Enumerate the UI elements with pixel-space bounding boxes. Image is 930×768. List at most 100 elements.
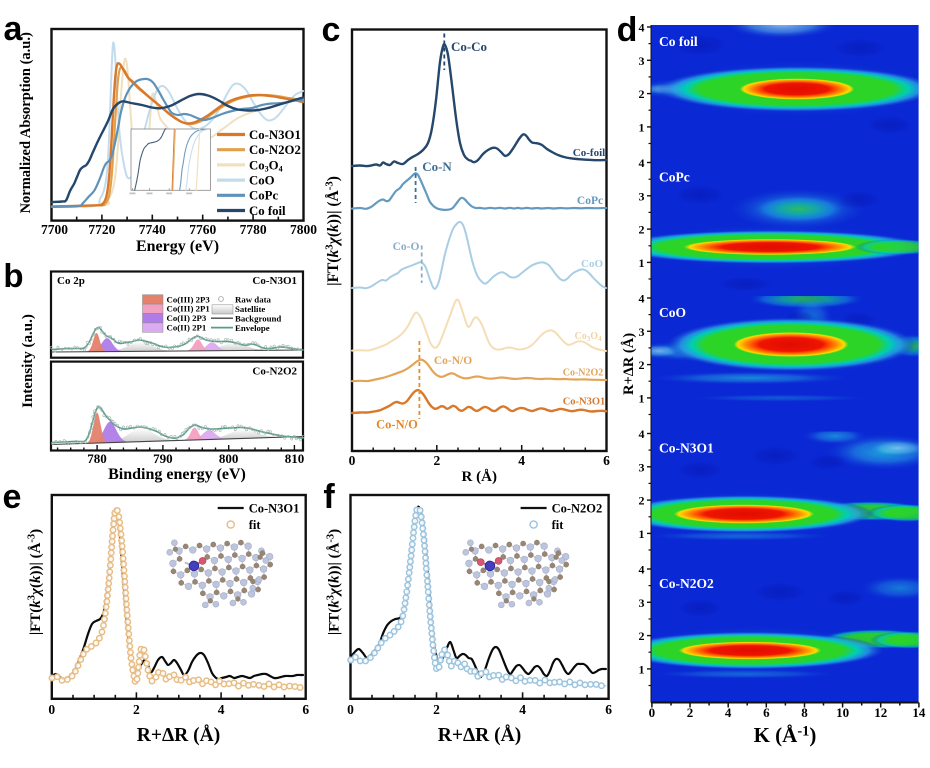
svg-text:Satellite: Satellite <box>235 304 265 314</box>
svg-text:Envelope: Envelope <box>235 323 270 333</box>
svg-text:b: b <box>3 257 23 294</box>
svg-text:|FT(k3χ(k))| (Å-3): |FT(k3χ(k))| (Å-3) <box>27 529 44 635</box>
svg-text:Background: Background <box>235 313 281 323</box>
svg-text:4: 4 <box>639 563 645 577</box>
svg-text:2: 2 <box>639 358 645 372</box>
svg-text:Co 2p: Co 2p <box>57 275 85 287</box>
svg-text:4: 4 <box>639 156 645 170</box>
svg-text:Co-N2O2: Co-N2O2 <box>659 576 714 591</box>
svg-text:Normalized Absorption (a.u.): Normalized Absorption (a.u.) <box>18 32 34 213</box>
svg-text:14: 14 <box>912 705 926 720</box>
svg-text:2: 2 <box>133 702 140 717</box>
svg-text:4: 4 <box>519 702 526 717</box>
svg-text:fit: fit <box>552 518 565 532</box>
svg-text:0: 0 <box>649 705 656 720</box>
svg-text:2: 2 <box>433 453 440 468</box>
svg-text:CoPc: CoPc <box>577 195 603 207</box>
svg-text:Co(III) 2P1: Co(III) 2P1 <box>167 304 210 314</box>
svg-text:2: 2 <box>639 87 645 101</box>
svg-text:d: d <box>617 11 638 49</box>
svg-text:CoPc: CoPc <box>659 170 690 185</box>
svg-text:Co-N3O1: Co-N3O1 <box>249 502 300 516</box>
svg-text:2: 2 <box>433 702 440 717</box>
svg-text:4: 4 <box>639 427 645 441</box>
svg-text:2: 2 <box>639 629 645 643</box>
svg-text:Co foil: Co foil <box>659 34 698 49</box>
svg-text:Co-N3O1: Co-N3O1 <box>252 275 297 287</box>
svg-text:2: 2 <box>639 223 645 237</box>
svg-text:Co-N3O1: Co-N3O1 <box>563 397 606 408</box>
svg-text:7740: 7740 <box>139 222 166 237</box>
svg-text:0: 0 <box>347 702 354 717</box>
svg-text:4: 4 <box>639 21 645 35</box>
svg-text:Co-foil: Co-foil <box>573 147 605 159</box>
svg-text:3: 3 <box>639 460 645 474</box>
svg-text:R+ΔR (Å): R+ΔR (Å) <box>137 725 220 746</box>
svg-text:0: 0 <box>48 702 55 717</box>
svg-text:6: 6 <box>603 453 610 468</box>
svg-text:fit: fit <box>249 518 262 532</box>
svg-text:7780: 7780 <box>240 222 267 237</box>
svg-text:Co-N/O: Co-N/O <box>376 418 418 432</box>
svg-text:7760: 7760 <box>189 222 216 237</box>
svg-text:CoPc: CoPc <box>249 189 278 203</box>
svg-text:Binding energy (eV): Binding energy (eV) <box>108 466 246 483</box>
svg-text:R+ΔR (Å): R+ΔR (Å) <box>438 725 521 746</box>
svg-text:Co-N2O2: Co-N2O2 <box>552 502 603 516</box>
svg-text:Co-N2O2: Co-N2O2 <box>252 366 297 378</box>
svg-text:1: 1 <box>639 391 645 405</box>
svg-text:2: 2 <box>687 705 694 720</box>
svg-text:7720: 7720 <box>88 222 115 237</box>
svg-text:Co-N2O2: Co-N2O2 <box>249 143 301 157</box>
svg-text:Co-Co: Co-Co <box>451 39 487 54</box>
svg-text:Intensity (a.u.): Intensity (a.u.) <box>20 314 36 408</box>
svg-text:810: 810 <box>285 451 305 466</box>
svg-text:8: 8 <box>801 705 808 720</box>
svg-text:6: 6 <box>302 702 309 717</box>
svg-text:Co-N/O: Co-N/O <box>434 355 472 367</box>
svg-text:|FT(k3χ(k))| (Å-3): |FT(k3χ(k))| (Å-3) <box>324 176 342 286</box>
svg-text:c: c <box>322 11 341 49</box>
svg-text:7800: 7800 <box>290 222 317 237</box>
svg-text:f: f <box>323 478 335 516</box>
svg-text:CoO: CoO <box>249 174 275 188</box>
svg-text:800: 800 <box>219 451 239 466</box>
svg-text:Co3O4: Co3O4 <box>249 158 283 173</box>
svg-text:CoO: CoO <box>659 305 686 320</box>
svg-text:Co(III) 2P3: Co(III) 2P3 <box>167 294 211 304</box>
svg-text:6: 6 <box>763 705 770 720</box>
svg-text:3: 3 <box>639 189 645 203</box>
svg-text:Co(II) 2P3: Co(II) 2P3 <box>167 313 207 323</box>
svg-text:|FT(k3χ(k))| (Å-3): |FT(k3χ(k))| (Å-3) <box>325 529 342 635</box>
svg-text:12: 12 <box>874 705 887 720</box>
svg-text:0: 0 <box>349 453 356 468</box>
svg-text:CoO: CoO <box>581 258 603 270</box>
svg-text:790: 790 <box>153 451 173 466</box>
svg-text:4: 4 <box>725 705 732 720</box>
svg-text:6: 6 <box>605 702 612 717</box>
svg-text:3: 3 <box>639 596 645 610</box>
svg-text:1: 1 <box>639 120 645 134</box>
svg-text:3: 3 <box>639 54 645 68</box>
svg-text:e: e <box>3 478 22 516</box>
svg-text:Co foil: Co foil <box>249 204 286 218</box>
svg-text:Co(II) 2P1: Co(II) 2P1 <box>167 323 207 333</box>
svg-text:1: 1 <box>639 662 645 676</box>
svg-text:Co-O: Co-O <box>393 241 420 253</box>
svg-text:4: 4 <box>639 292 645 306</box>
svg-text:Co-N3O1: Co-N3O1 <box>659 441 714 456</box>
svg-text:Co-N: Co-N <box>422 159 452 174</box>
svg-text:K (Å-1): K (Å-1) <box>754 723 817 747</box>
svg-text:10: 10 <box>836 705 849 720</box>
svg-text:1: 1 <box>639 256 645 270</box>
svg-text:Raw data: Raw data <box>235 295 272 305</box>
svg-text:3: 3 <box>639 325 645 339</box>
svg-text:Energy (eV): Energy (eV) <box>136 238 219 255</box>
svg-text:R (Å): R (Å) <box>462 469 497 485</box>
svg-text:R+ΔR (Å): R+ΔR (Å) <box>621 333 637 395</box>
svg-text:4: 4 <box>518 453 525 468</box>
svg-text:a: a <box>4 10 24 48</box>
svg-text:4: 4 <box>218 702 225 717</box>
svg-text:1: 1 <box>639 527 645 541</box>
svg-text:Co-N2O2: Co-N2O2 <box>563 368 604 379</box>
